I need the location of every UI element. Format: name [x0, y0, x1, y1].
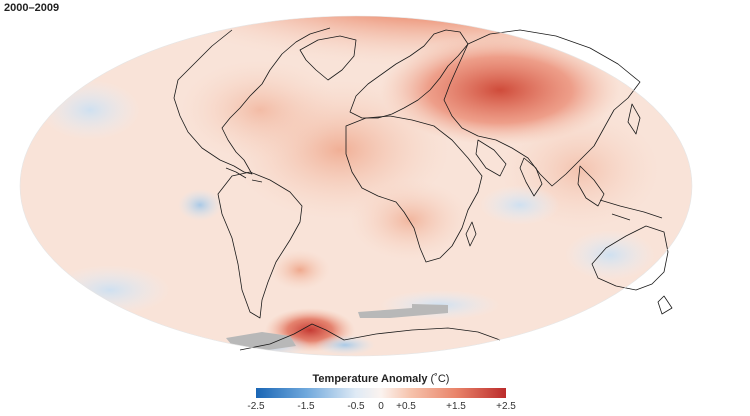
- temperature-anomaly-map: [19, 15, 693, 357]
- japan-coast: [627, 103, 641, 135]
- madagascar-coast: [465, 221, 477, 247]
- anomaly-field: [20, 16, 692, 356]
- legend: Temperature Anomaly (˚C) -2.5 -1.5 -0.5 0 +0…: [247, 373, 515, 415]
- colorbar-tick-label: -2.5: [247, 401, 265, 412]
- north-america-coast: [173, 27, 331, 175]
- legend-unit: (˚C): [430, 373, 450, 385]
- period-label: 2000–2009: [4, 2, 60, 14]
- colorbar-ticks: -2.5 -1.5 -0.5 0 +0.5 +1.5 +2.5: [247, 401, 515, 415]
- legend-title: Temperature Anomaly (˚C): [256, 373, 506, 385]
- new-zealand-coast: [657, 295, 673, 315]
- colorbar-tick-label: +0.5: [396, 401, 416, 412]
- globe-outline: [19, 15, 693, 357]
- colorbar-tick-label: 0: [378, 401, 384, 412]
- southeast-asia-coast: [577, 165, 605, 207]
- arabia-coast: [475, 139, 507, 177]
- antarctica-coast: [239, 323, 501, 351]
- coastlines: [173, 27, 673, 351]
- indonesia-coast: [599, 199, 663, 221]
- india-coast: [519, 157, 543, 197]
- australia-coast: [591, 225, 669, 291]
- colorbar-tick-label: -1.5: [297, 401, 315, 412]
- asia-coast: [443, 29, 641, 187]
- africa-coast: [345, 115, 483, 263]
- colorbar-tick-label: -0.5: [347, 401, 365, 412]
- colorbar-tick-label: +2.5: [496, 401, 516, 412]
- greenland-coast: [299, 35, 357, 81]
- colorbar-tick-label: +1.5: [446, 401, 466, 412]
- legend-title-text: Temperature Anomaly: [312, 373, 428, 385]
- south-america-coast: [217, 171, 303, 319]
- caribbean-coast: [225, 167, 263, 183]
- colorbar: [256, 388, 506, 398]
